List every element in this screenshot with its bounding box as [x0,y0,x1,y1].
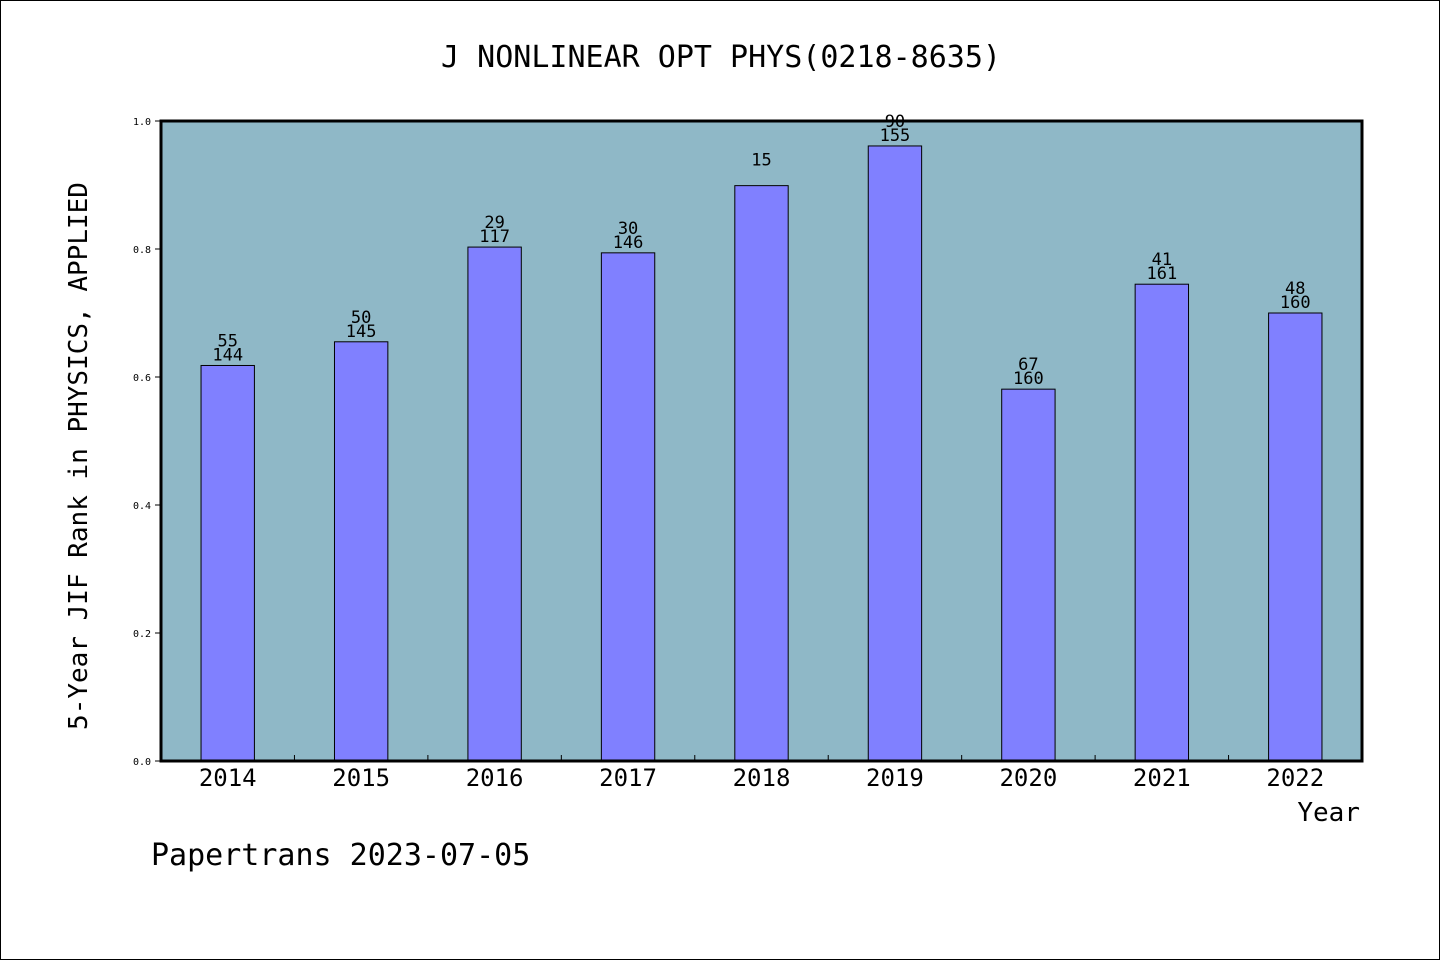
bar-rank-label: 50 [351,308,371,328]
x-tick-label: 2015 [332,764,390,792]
plot-border [159,119,1364,763]
y-tick-label: 0.0 [133,757,151,768]
y-tick-label: 0.2 [133,629,151,640]
bar-rank-label: 41 [1152,250,1172,270]
bar-total-label: 155 [880,126,911,146]
bar-total-label: 117 [479,227,510,247]
bar-total-label: 144 [212,345,243,365]
bar-rank-label: 55 [217,331,237,351]
bar-2017 [600,252,656,762]
bar-total-label: 160 [1013,369,1044,389]
bar-total-label: 146 [613,233,644,253]
y-axis: 0.0 0.2 0.4 0.6 0.8 1.0 [133,117,161,768]
x-axis-label: Year [1297,798,1360,828]
bar-rank-label: 48 [1285,279,1305,299]
bar-2021 [1134,283,1190,762]
bar-2022 [1268,312,1323,762]
x-tick-label: 2020 [999,764,1057,792]
y-tick-label: 0.6 [133,373,151,384]
bar-total-label: 160 [1280,293,1311,313]
x-tick-label: 2021 [1133,764,1191,792]
bars [200,145,1323,762]
y-tick-label: 0.8 [133,245,151,256]
y-tick-label: 0.4 [133,501,151,512]
chart-title: J NONLINEAR OPT PHYS(0218-8635) [441,40,1001,75]
x-tick-label: 2022 [1266,764,1324,792]
x-tick-label: 2014 [199,764,257,792]
x-tick-label: 2017 [599,764,657,792]
bar-2020 [1001,388,1056,762]
bar-total-label: 145 [346,322,377,342]
bar-2016 [467,246,522,762]
x-tick-label: 2016 [466,764,524,792]
footer-text: Papertrans 2023-07-05 [151,838,530,873]
bar-rank-label: 29 [484,213,504,233]
bar-rank-label: 15 [751,151,771,171]
y-tick-label: 1.0 [133,117,151,128]
x-tick-label: 2018 [733,764,791,792]
bar-2014 [200,364,255,762]
x-tick-label: 2019 [866,764,924,792]
bar-2018 [734,185,789,762]
bar-rank-label: 67 [1018,355,1038,375]
bar-2015 [333,341,389,762]
bar-total-label: 161 [1146,264,1177,284]
bar-2019 [867,145,923,762]
bar-rank-label: 30 [618,219,638,239]
x-axis: 2014 2015 2016 2017 2018 2019 2020 2021 2022 [199,755,1324,792]
y-axis-label: 5-Year JIF Rank in PHYSICS, APPLIED [64,182,94,730]
